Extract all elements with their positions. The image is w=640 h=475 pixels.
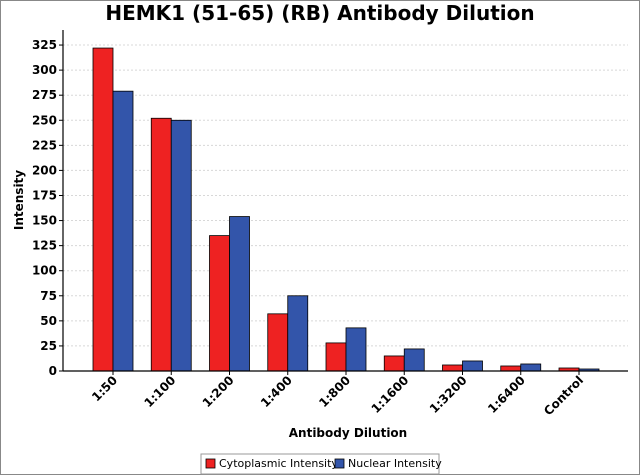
bar-nuclear (520, 363, 542, 372)
y-tick-label: 275 (32, 88, 57, 102)
bar-nuclear (345, 327, 367, 372)
y-tick-label: 300 (32, 63, 57, 77)
bar-cytoplasmic (383, 355, 405, 372)
bar-nuclear (112, 90, 134, 372)
bar-cytoplasmic (209, 235, 230, 372)
y-tick-label: 100 (32, 264, 57, 278)
legend-swatch-cytoplasmic (205, 458, 216, 469)
y-axis-label: Intensity (12, 170, 26, 230)
legend-label-nuclear: Nuclear Intensity (348, 457, 442, 470)
y-tick-label: 0 (49, 364, 57, 378)
bar-cytoplasmic (325, 342, 347, 372)
bar-nuclear (287, 295, 309, 372)
legend-swatch-nuclear (334, 458, 345, 469)
bar-nuclear (229, 216, 250, 372)
y-tick-label: 200 (32, 163, 57, 177)
y-tick-label: 250 (32, 113, 57, 127)
y-tick-label: 325 (32, 38, 57, 52)
bar-cytoplasmic (500, 365, 522, 372)
legend: Cytoplasmic Intensity Nuclear Intensity (200, 453, 442, 475)
y-tick-label: 125 (32, 239, 57, 253)
bar-cytoplasmic (267, 313, 289, 372)
bar-cytoplasmic (92, 47, 114, 372)
bar-cytoplasmic (442, 364, 463, 372)
bar-cytoplasmic (150, 117, 172, 372)
y-tick-label: 225 (32, 138, 57, 152)
x-axis-label: Antibody Dilution (289, 426, 407, 440)
y-tick-label: 25 (40, 339, 57, 353)
legend-frame (200, 453, 440, 475)
chart-title: HEMK1 (51-65) (RB) Antibody Dilution (105, 1, 534, 25)
y-axis-ticks: 0 25 50 75 100 125 150 175 200 225 250 275 300 325 (32, 38, 63, 378)
y-tick-label: 150 (32, 214, 57, 228)
bar-nuclear (170, 119, 192, 372)
y-tick-label: 50 (40, 314, 57, 328)
y-tick-label: 175 (32, 188, 57, 202)
bar-nuclear (462, 360, 483, 372)
bar-nuclear (403, 348, 425, 372)
legend-label-cytoplasmic: Cytoplasmic Intensity (219, 457, 338, 470)
y-tick-label: 75 (40, 289, 57, 303)
bars (92, 47, 600, 372)
